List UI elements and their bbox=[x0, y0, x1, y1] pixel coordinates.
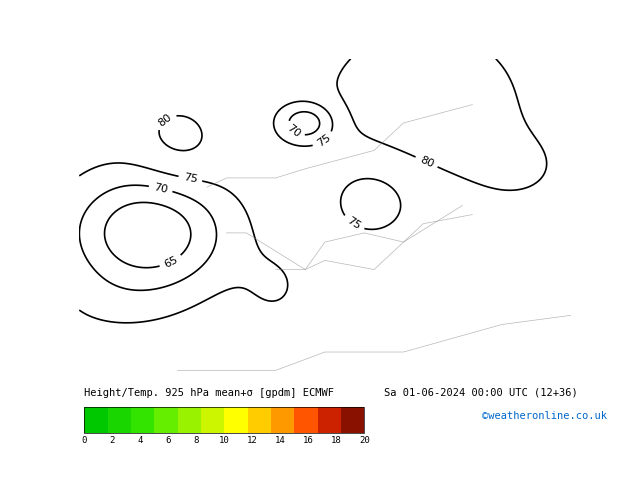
FancyBboxPatch shape bbox=[224, 407, 247, 433]
Text: 10: 10 bbox=[219, 436, 230, 445]
Text: ©weatheronline.co.uk: ©weatheronline.co.uk bbox=[482, 411, 607, 421]
Text: 6: 6 bbox=[165, 436, 171, 445]
Text: 80: 80 bbox=[418, 154, 435, 170]
FancyBboxPatch shape bbox=[271, 407, 294, 433]
Text: 20: 20 bbox=[359, 436, 370, 445]
Text: 80: 80 bbox=[157, 112, 174, 128]
Text: 75: 75 bbox=[315, 132, 332, 149]
Text: Height/Temp. 925 hPa mean+σ [gpdm] ECMWF: Height/Temp. 925 hPa mean+σ [gpdm] ECMWF bbox=[84, 388, 334, 398]
Text: 12: 12 bbox=[247, 436, 257, 445]
FancyBboxPatch shape bbox=[84, 407, 108, 433]
FancyBboxPatch shape bbox=[318, 407, 341, 433]
Text: 2: 2 bbox=[110, 436, 115, 445]
FancyBboxPatch shape bbox=[341, 407, 364, 433]
Text: Sa 01-06-2024 00:00 UTC (12+36): Sa 01-06-2024 00:00 UTC (12+36) bbox=[384, 388, 578, 398]
FancyBboxPatch shape bbox=[247, 407, 271, 433]
Text: 8: 8 bbox=[193, 436, 199, 445]
Text: 16: 16 bbox=[303, 436, 314, 445]
FancyBboxPatch shape bbox=[294, 407, 318, 433]
Text: 70: 70 bbox=[285, 123, 302, 140]
FancyBboxPatch shape bbox=[131, 407, 154, 433]
Text: 0: 0 bbox=[82, 436, 87, 445]
Text: 75: 75 bbox=[183, 172, 198, 185]
FancyBboxPatch shape bbox=[178, 407, 201, 433]
FancyBboxPatch shape bbox=[108, 407, 131, 433]
Text: 75: 75 bbox=[345, 216, 362, 232]
Text: 14: 14 bbox=[275, 436, 285, 445]
FancyBboxPatch shape bbox=[201, 407, 224, 433]
Text: 65: 65 bbox=[162, 254, 179, 270]
Text: 4: 4 bbox=[138, 436, 143, 445]
FancyBboxPatch shape bbox=[154, 407, 178, 433]
Text: 18: 18 bbox=[331, 436, 342, 445]
Text: 70: 70 bbox=[153, 182, 169, 195]
